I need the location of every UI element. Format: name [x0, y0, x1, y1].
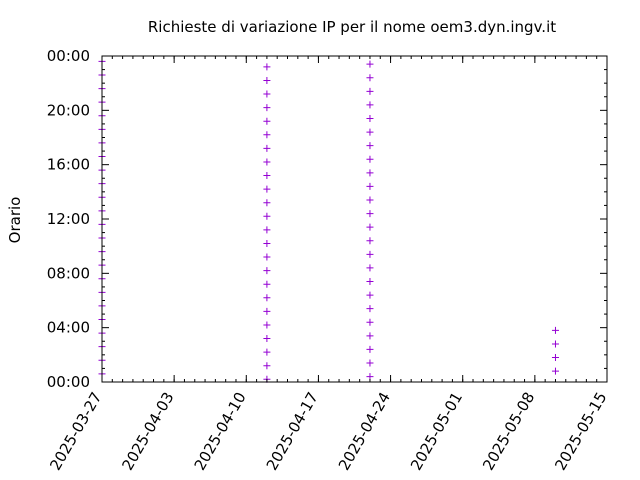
data-point: [263, 76, 271, 84]
data-point: [366, 196, 374, 204]
data-point: [366, 291, 374, 299]
data-point: [366, 237, 374, 245]
data-point: [366, 318, 374, 326]
data-point: [551, 354, 559, 362]
data-point: [263, 158, 271, 166]
y-tick-label: 00:00: [47, 373, 90, 391]
y-tick-label: 08:00: [47, 264, 90, 282]
data-point: [366, 210, 374, 218]
y-tick-label: 16:00: [47, 156, 90, 174]
x-tick-label: 2025-04-24: [335, 389, 394, 474]
data-point: [366, 345, 374, 353]
data-point: [366, 128, 374, 136]
data-point: [263, 239, 271, 247]
axis-ticks: 00:0004:0008:0012:0016:0020:0000:002025-…: [46, 47, 610, 474]
data-point: [263, 131, 271, 139]
data-point: [366, 60, 374, 68]
data-point: [366, 277, 374, 285]
data-point: [366, 359, 374, 367]
data-point: [263, 104, 271, 112]
data-point: [263, 63, 271, 71]
data-point: [263, 294, 271, 302]
data-point: [551, 340, 559, 348]
y-tick-label: 04:00: [47, 319, 90, 337]
data-point: [263, 199, 271, 207]
x-tick-label: 2025-03-27: [46, 389, 105, 474]
data-point: [263, 253, 271, 261]
y-axis-label: Orario: [6, 197, 24, 244]
data-point: [263, 90, 271, 98]
data-point: [366, 250, 374, 258]
data-point: [366, 74, 374, 82]
data-point: [551, 326, 559, 334]
data-point: [263, 307, 271, 315]
data-point: [263, 280, 271, 288]
data-point: [551, 367, 559, 375]
data-point: [263, 172, 271, 180]
data-point: [366, 155, 374, 163]
data-points: [98, 57, 559, 383]
data-point: [366, 182, 374, 190]
data-point: [263, 335, 271, 343]
data-point: [263, 226, 271, 234]
data-point: [366, 332, 374, 340]
plot-frame: [101, 55, 608, 383]
y-tick-label: 20:00: [47, 101, 90, 119]
data-point: [263, 144, 271, 152]
x-tick-label: 2025-04-17: [263, 389, 322, 474]
y-tick-label: 00:00: [47, 47, 90, 65]
data-point: [263, 267, 271, 275]
x-tick-label: 2025-04-10: [191, 389, 250, 474]
data-point: [366, 142, 374, 150]
data-point: [366, 223, 374, 231]
data-point: [366, 87, 374, 95]
data-point: [263, 362, 271, 370]
data-point: [366, 169, 374, 177]
data-point: [263, 117, 271, 125]
x-tick-label: 2025-05-01: [407, 389, 466, 474]
data-point: [366, 373, 374, 381]
chart-title: Richieste di variazione IP per il nome o…: [148, 18, 556, 36]
data-point: [366, 101, 374, 109]
data-point: [263, 212, 271, 220]
data-point: [366, 114, 374, 122]
data-point: [263, 348, 271, 356]
data-point: [263, 321, 271, 329]
x-tick-label: 2025-05-15: [551, 389, 610, 474]
x-tick-label: 2025-05-08: [479, 389, 538, 474]
x-tick-label: 2025-04-03: [118, 389, 177, 474]
data-point: [263, 185, 271, 193]
y-tick-label: 12:00: [47, 210, 90, 228]
data-point: [366, 264, 374, 272]
data-point: [366, 305, 374, 313]
